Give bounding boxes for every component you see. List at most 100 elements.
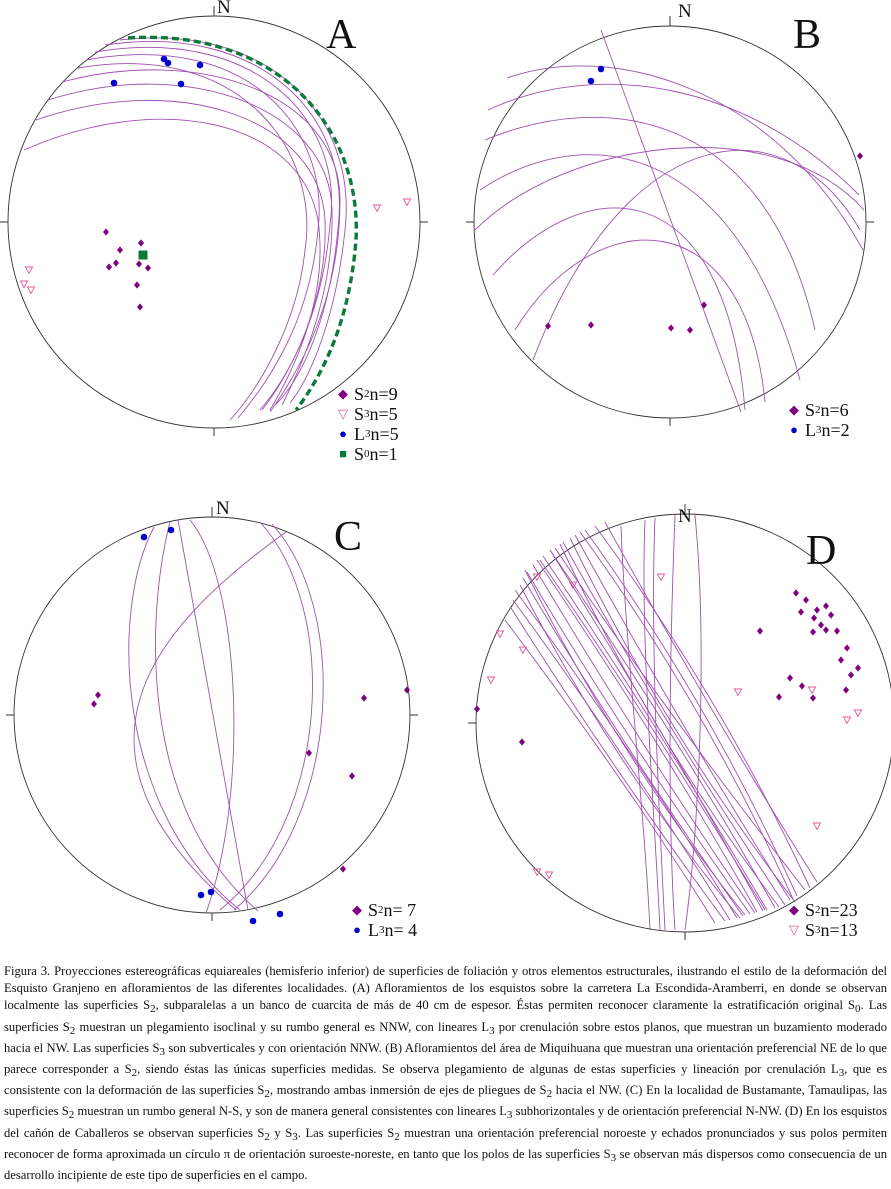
- caption-text: muestran una orientación preferencial no…: [4, 1125, 887, 1161]
- s3-pole-point: [402, 198, 412, 207]
- legend-label: S: [354, 383, 365, 404]
- caption-subscript: 2: [264, 1130, 270, 1143]
- caption-subscript: 2: [131, 1067, 138, 1080]
- s2-pole-point: [340, 865, 346, 873]
- great-circle-s2: [35, 100, 326, 411]
- s3-pole-point: [544, 871, 554, 880]
- diamond-icon: ◆: [789, 401, 799, 417]
- s2-pole-point: [106, 263, 112, 271]
- s2-pole-point: [306, 749, 312, 757]
- diamond-icon: ◆: [338, 385, 348, 401]
- legend-item: ■ S 0 n=1: [334, 444, 399, 464]
- great-circle-s2: [584, 529, 798, 897]
- s2-pole-point: [103, 228, 109, 236]
- s3-pole-point: [518, 646, 528, 655]
- caption-subscript: 2: [546, 1088, 553, 1101]
- great-circle-s2: [526, 571, 751, 915]
- great-circle-s2: [233, 523, 324, 911]
- s3-pole-point: [733, 688, 743, 697]
- legend-item: ◆ S 2 n= 7: [348, 900, 417, 920]
- caption-subscript: 2: [69, 1024, 76, 1037]
- stereonet-panel-b: N B ◆ S 2 n=6 ● L 3 n=2: [445, 0, 891, 480]
- great-circle-s2: [189, 519, 235, 914]
- s2-pole-point: [855, 664, 861, 672]
- great-circle-s2: [594, 525, 811, 889]
- great-circle-s2: [514, 239, 766, 403]
- great-circle-s2: [85, 54, 320, 419]
- legend-item: ▽ S 3 n=13: [785, 920, 858, 940]
- square-icon: ■: [339, 445, 347, 461]
- s2-pole-point: [349, 772, 355, 780]
- great-circle-s2: [219, 521, 313, 911]
- s3-pole-point: [532, 868, 542, 877]
- stereonet-d: [468, 504, 891, 940]
- great-circle-s2: [522, 577, 744, 917]
- s2-pole-point: [803, 596, 809, 604]
- s3-pole-point: [372, 204, 382, 213]
- great-circle-s2: [133, 531, 287, 911]
- s3-pole-point: [495, 630, 505, 639]
- great-circle-s2: [119, 37, 347, 404]
- caption-text: por crenulación sobre estos planos, que …: [4, 1019, 887, 1055]
- stereonet-b: [466, 16, 874, 426]
- s2-pole-point: [844, 644, 850, 652]
- legend-item: ● L 3 n=5: [334, 424, 399, 444]
- stereonet-panel-c: N C ◆ S 2 n= 7 ● L 3 n= 4: [0, 490, 445, 950]
- legend-count: n= 7: [383, 899, 417, 920]
- great-circle-s2: [549, 549, 776, 909]
- great-circle-s2: [684, 514, 702, 931]
- great-circle-s2: [542, 555, 768, 911]
- great-circle-s2: [519, 584, 741, 919]
- s2-pole-point: [757, 627, 763, 635]
- legend-label: S: [354, 443, 365, 464]
- great-circle-s2: [474, 147, 865, 231]
- caption-text: muestran un plegamiento isoclinal y su r…: [75, 1019, 490, 1034]
- l3-lineation-point: [110, 79, 118, 87]
- great-circle-s2: [620, 525, 651, 931]
- l3-lineation-point: [197, 891, 205, 899]
- great-circle-s2: [512, 599, 731, 921]
- north-label-b: N: [678, 1, 692, 22]
- panel-letter-d: D: [806, 528, 837, 574]
- s2-pole-point: [138, 239, 144, 247]
- s2-pole-point: [834, 627, 840, 635]
- panel-letter-a: A: [326, 12, 357, 58]
- great-circle-s2: [94, 46, 332, 411]
- s2-pole-point: [95, 691, 101, 699]
- s2-pole-point: [519, 738, 525, 746]
- legend-item: ◆ S 2 n=23: [785, 900, 858, 920]
- circle-icon: ●: [353, 921, 361, 937]
- s2-pole-point: [134, 281, 140, 289]
- caption-text: muestran un rumbo general N-S, y son de …: [74, 1104, 507, 1119]
- caption-subscript: 3: [610, 1151, 617, 1164]
- s2-pole-point: [823, 626, 829, 634]
- great-circle-s2: [487, 83, 860, 196]
- caption-text: se observan más dispersos como consecuen…: [4, 1146, 887, 1183]
- s2-pole-point: [137, 303, 143, 311]
- stereonet-panel-a: N A ◆ S 2 n=9 ▽ S 3 n=5 ● L 3 n=5 ■ S 0 n=1: [0, 0, 445, 480]
- caption-subscript: 3: [159, 1045, 165, 1058]
- caption-text: , que es consistente con la deformación …: [4, 1062, 887, 1098]
- s2-pole-point: [823, 602, 829, 610]
- great-circle-s2: [128, 526, 241, 911]
- primitive-circle: [7, 15, 421, 429]
- s3-pole-point: [853, 709, 863, 718]
- legend-subscript: 0: [364, 447, 370, 460]
- s2-pole-point: [818, 621, 824, 629]
- great-circle-s2: [643, 519, 661, 931]
- caption-text: Figura 3. Proyecciones estereográficas e…: [4, 964, 887, 1013]
- legend-item: ● L 3 n=2: [785, 420, 850, 440]
- great-circle-s2: [510, 607, 726, 922]
- great-circle-s2: [155, 521, 259, 912]
- legend-subscript: 2: [378, 903, 384, 916]
- great-circle-s2: [600, 29, 742, 413]
- great-circle-s2: [77, 63, 308, 421]
- great-circle-s2: [104, 41, 340, 406]
- s2-pole-point: [136, 260, 142, 268]
- caption-subscript: 2: [150, 1003, 156, 1016]
- s2-pole-point: [798, 608, 804, 616]
- caption-text: . Las superficies S: [297, 1125, 395, 1140]
- great-circle-s2: [61, 69, 341, 413]
- triangle-icon: ▽: [338, 405, 348, 421]
- great-circle-s2: [536, 559, 758, 913]
